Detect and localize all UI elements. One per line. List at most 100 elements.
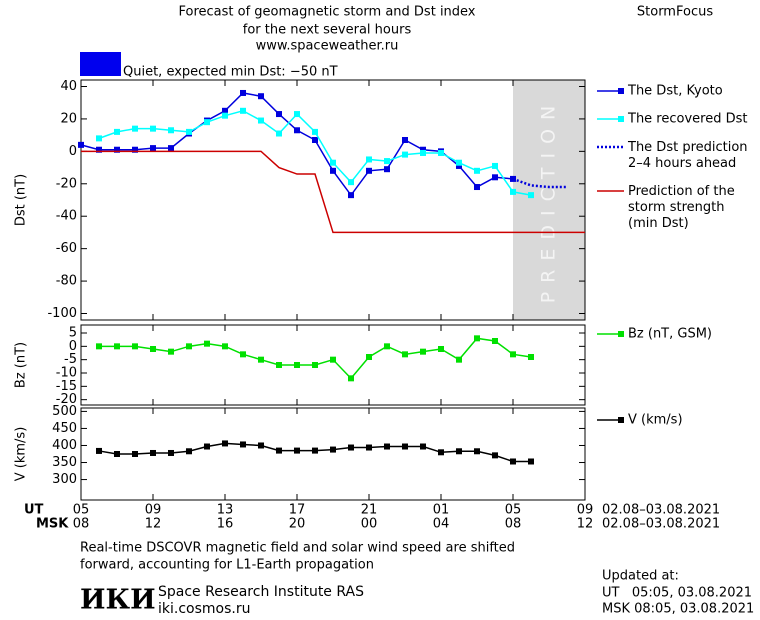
point [402,351,408,358]
point [294,111,300,118]
y-tick-label: 400 [52,438,77,453]
y-tick-label: -40 [56,209,77,224]
x2-tick-label: 20 [289,517,306,532]
legend-marker [618,88,624,94]
y-axis-label: Bz (nT) [14,342,29,388]
point [204,340,210,347]
x-tick-label: 13 [217,503,234,518]
point [348,179,354,186]
point [186,448,192,455]
point [114,146,120,153]
x2-tick-label: 08 [505,517,522,532]
point [204,119,210,126]
y-tick-label: -100 [47,306,77,321]
point [492,452,498,459]
point [276,447,282,454]
point [96,447,102,454]
point [384,158,390,165]
y-tick-label: 40 [60,79,77,94]
plot-frame [80,79,586,321]
point [222,343,228,350]
point [528,354,534,360]
point [438,346,444,352]
x2-tick-label: 00 [361,517,378,532]
y-tick-label: 0 [69,144,77,159]
point [330,446,336,453]
plot-frame [80,407,586,501]
point [132,451,138,457]
y-axis-label: Dst (nT) [14,174,29,226]
x-tick-label: 17 [289,503,306,518]
point [420,149,426,156]
point [240,351,246,358]
point [312,128,318,135]
point [114,451,120,457]
point [330,159,336,166]
y-tick-label: -60 [56,241,77,256]
point [438,149,444,156]
legend-marker [618,417,624,423]
y-tick-label: -10 [56,366,77,381]
point [258,93,264,100]
point [96,146,102,153]
point [330,356,336,363]
point [132,125,138,132]
point [150,346,156,352]
x2-axis-label: MSK [36,517,69,532]
x2-tick-label: 16 [217,517,234,532]
point [150,449,156,456]
point [330,167,336,174]
point [492,338,498,344]
point [312,447,318,454]
updated-ut: UT 05:05, 03.08.2021 [602,586,752,601]
x-tick-label: 09 [145,503,162,518]
y-tick-label: -15 [56,379,77,394]
point [204,443,210,450]
y-tick-label: -80 [56,274,77,289]
updated-label: Updated at: [602,569,679,584]
legend-label: The Dst, Kyoto [627,84,723,99]
y-tick-label: 450 [52,421,77,436]
y-tick-label: 0 [69,339,77,354]
point [114,128,120,135]
point [510,188,516,195]
point [456,159,462,166]
x-tick-label: 05 [73,503,90,518]
point [96,135,102,142]
footer-note: Real-time DSCOVR magnetic field and sola… [80,541,515,556]
legend-marker [618,331,624,337]
legend-label: V (km/s) [628,413,683,428]
y-tick-label: 350 [52,455,77,470]
y-tick-label: -20 [56,176,77,191]
point [312,137,318,143]
series-line [512,177,567,189]
point [348,375,354,382]
updated-msk: MSK 08:05, 03.08.2021 [602,602,754,617]
y-tick-label: 300 [52,472,77,487]
prediction-region [513,80,585,320]
point [276,111,282,118]
point [222,440,228,447]
point [276,130,282,137]
point [384,343,390,350]
y-tick-label: 20 [60,111,77,126]
legend-label: The Dst prediction 2–4 hours ahead [627,140,748,171]
site-url: www.spaceweather.ru [256,39,399,54]
point [186,343,192,350]
x-date-range: 02.08–03.08.2021 [602,503,720,518]
point [96,343,102,350]
x2-tick-label: 12 [145,517,162,532]
point [132,343,138,350]
institute: Space Research Institute RAS [158,584,364,600]
series-line [80,92,514,197]
prediction-label: PREDICTION [538,97,560,304]
status-indicator [80,52,121,76]
point [168,127,174,134]
point [474,335,480,342]
point [384,443,390,450]
point [294,447,300,454]
point [420,348,426,355]
point [168,348,174,355]
plot-frame [80,324,586,406]
point [168,449,174,456]
